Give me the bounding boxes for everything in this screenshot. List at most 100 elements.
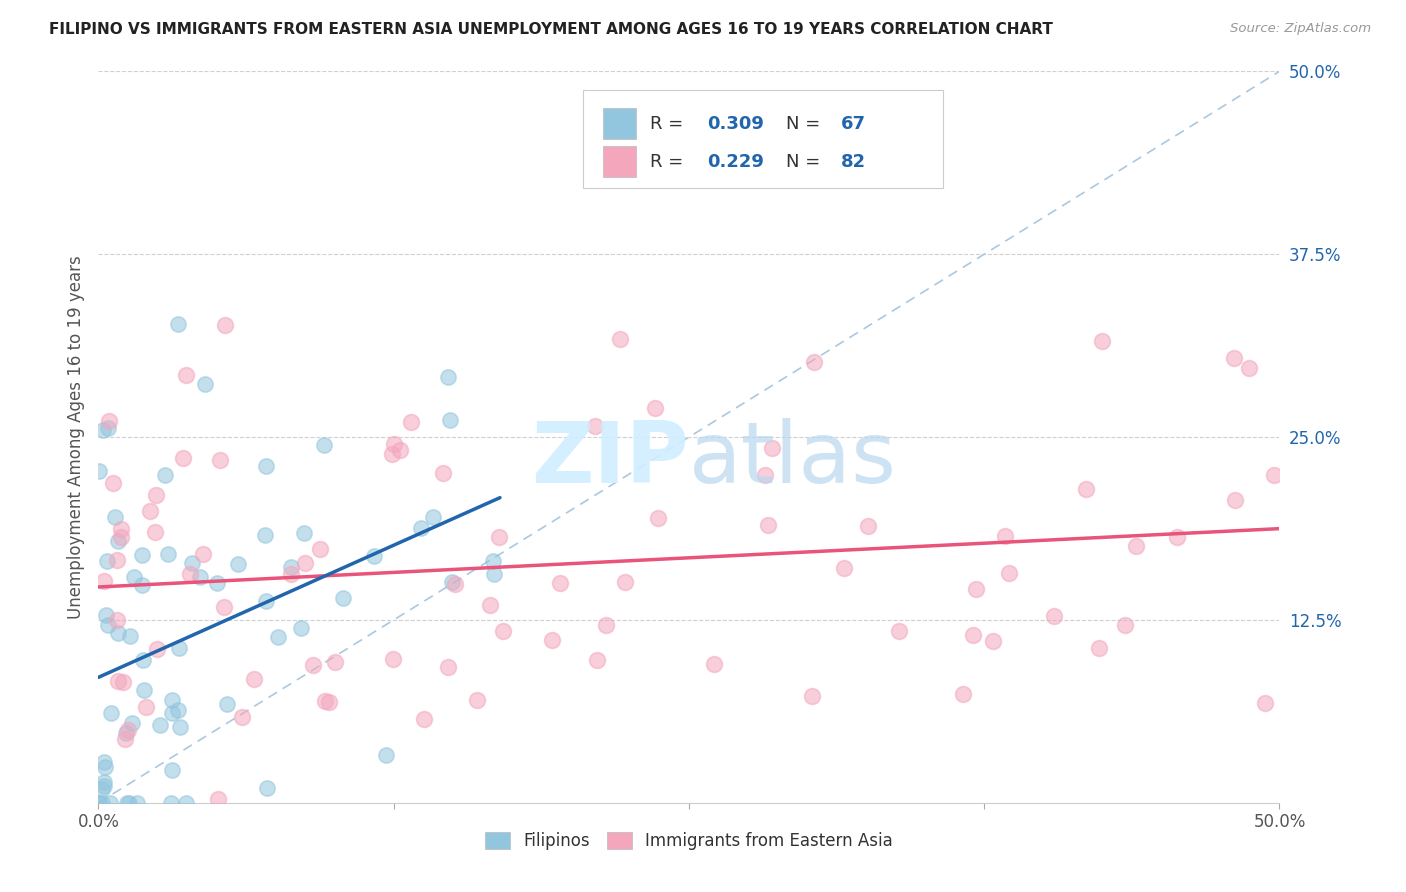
- Point: [440, 574, 463, 589]
- Point: [207, 792, 229, 806]
- Point: [583, 419, 606, 434]
- Point: [256, 781, 278, 796]
- Point: [100, 706, 122, 720]
- Point: [132, 653, 155, 667]
- Point: [159, 796, 181, 810]
- Point: [160, 763, 183, 777]
- Point: [125, 796, 148, 810]
- Point: [389, 442, 412, 457]
- Point: [115, 796, 138, 810]
- Point: [595, 617, 617, 632]
- Point: [411, 520, 433, 534]
- Point: [146, 642, 169, 657]
- Point: [107, 673, 129, 688]
- Point: [96, 607, 118, 622]
- Point: [188, 570, 211, 584]
- Point: [107, 626, 129, 640]
- Point: [1263, 467, 1285, 482]
- Point: [1091, 334, 1114, 349]
- Point: [1074, 482, 1097, 496]
- Point: [179, 567, 201, 582]
- Point: [312, 438, 335, 452]
- Point: [323, 655, 346, 669]
- Point: [254, 528, 277, 542]
- Point: [952, 687, 974, 701]
- Point: [647, 511, 669, 525]
- Point: [585, 653, 607, 667]
- Point: [439, 412, 461, 426]
- Point: [205, 576, 228, 591]
- Point: [422, 510, 444, 524]
- Point: [432, 466, 454, 480]
- Point: [94, 759, 117, 773]
- Point: [1237, 361, 1260, 376]
- Point: [97, 420, 120, 434]
- Point: [482, 567, 505, 582]
- Point: [93, 574, 115, 589]
- Point: [609, 333, 631, 347]
- Point: [231, 709, 253, 723]
- Point: [93, 779, 115, 793]
- Point: [212, 599, 235, 614]
- Point: [540, 633, 562, 648]
- Point: [1166, 530, 1188, 544]
- Point: [754, 468, 776, 483]
- Point: [145, 488, 167, 502]
- Point: [492, 624, 515, 638]
- Text: FILIPINO VS IMMIGRANTS FROM EASTERN ASIA UNEMPLOYMENT AMONG AGES 16 TO 19 YEARS : FILIPINO VS IMMIGRANTS FROM EASTERN ASIA…: [49, 22, 1053, 37]
- Point: [118, 629, 141, 643]
- Point: [1088, 641, 1111, 656]
- Point: [280, 566, 302, 581]
- Point: [90, 782, 112, 797]
- Point: [308, 541, 330, 556]
- Point: [436, 370, 458, 384]
- Point: [381, 652, 404, 666]
- Point: [444, 577, 467, 591]
- Point: [135, 700, 157, 714]
- Point: [550, 576, 572, 591]
- Point: [613, 575, 636, 590]
- Text: R =: R =: [650, 115, 689, 133]
- Point: [332, 591, 354, 606]
- Point: [481, 554, 503, 568]
- Point: [110, 530, 132, 544]
- Point: [318, 695, 340, 709]
- Y-axis label: Unemployment Among Ages 16 to 19 years: Unemployment Among Ages 16 to 19 years: [66, 255, 84, 619]
- Point: [91, 423, 114, 437]
- Point: [280, 559, 302, 574]
- Point: [143, 525, 166, 540]
- Point: [172, 451, 194, 466]
- Point: [174, 796, 197, 810]
- Text: 0.309: 0.309: [707, 115, 763, 133]
- Point: [290, 621, 312, 635]
- Point: [98, 796, 121, 810]
- Text: N =: N =: [786, 153, 825, 171]
- Point: [1125, 539, 1147, 553]
- FancyBboxPatch shape: [603, 108, 636, 138]
- Point: [703, 657, 725, 672]
- Point: [131, 549, 153, 563]
- Point: [292, 525, 315, 540]
- Text: Source: ZipAtlas.com: Source: ZipAtlas.com: [1230, 22, 1371, 36]
- Point: [437, 659, 460, 673]
- Point: [214, 318, 236, 332]
- FancyBboxPatch shape: [603, 146, 636, 177]
- Point: [858, 518, 880, 533]
- Point: [384, 437, 406, 451]
- Text: atlas: atlas: [689, 417, 897, 500]
- Point: [226, 557, 249, 571]
- Point: [121, 715, 143, 730]
- Point: [294, 556, 316, 570]
- Point: [254, 458, 277, 473]
- Point: [488, 530, 510, 544]
- Point: [363, 549, 385, 563]
- Point: [169, 720, 191, 734]
- Point: [167, 703, 190, 717]
- Point: [107, 534, 129, 549]
- Point: [97, 617, 120, 632]
- Point: [115, 726, 138, 740]
- Point: [96, 554, 118, 568]
- Point: [803, 354, 825, 368]
- Point: [169, 641, 191, 656]
- Point: [104, 509, 127, 524]
